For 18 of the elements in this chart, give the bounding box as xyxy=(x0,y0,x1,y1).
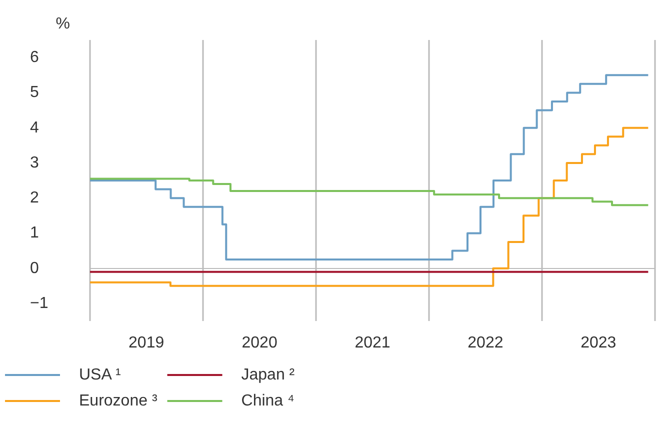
x-tick-label: 2019 xyxy=(128,334,164,352)
legend-label: Eurozone ³ xyxy=(79,392,158,410)
y-tick-label: 3 xyxy=(30,154,39,172)
y-axis-title: % xyxy=(56,16,70,32)
y-tick-label: 2 xyxy=(30,190,39,207)
y-tick-label: −1 xyxy=(30,294,48,312)
legend-label: Japan ² xyxy=(241,366,296,384)
x-tick-label: 2023 xyxy=(580,334,616,352)
legend-label: USA ¹ xyxy=(79,366,121,384)
x-tick-label: 2021 xyxy=(354,334,390,352)
y-tick-label: 1 xyxy=(30,224,39,242)
y-tick-label: 4 xyxy=(30,119,39,136)
y-tick-label: 6 xyxy=(30,49,39,66)
y-tick-label: 5 xyxy=(30,84,39,102)
x-tick-label: 2022 xyxy=(468,334,504,352)
x-tick-label: 2020 xyxy=(242,334,278,352)
legend-label: China ⁴ xyxy=(241,392,295,410)
y-tick-label: 0 xyxy=(30,260,39,277)
